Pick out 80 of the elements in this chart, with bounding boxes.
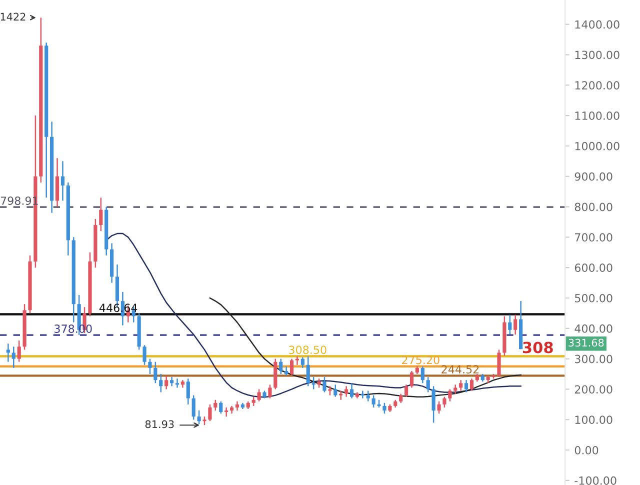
candlestick [186,378,190,406]
y-tick-label: 1400.00 [575,20,620,29]
candlestick [399,393,403,404]
candlestick [197,410,201,425]
candlestick [148,358,152,375]
y-tick-label: 1200.00 [575,81,620,90]
candlestick [284,366,288,376]
y-tick-label: 500.00 [575,294,612,302]
y-tick-label: 1300.00 [575,50,620,60]
candlestick [410,370,414,388]
candlestick [6,342,10,362]
y-tick-label: 900.00 [574,172,612,181]
candlestick [317,378,321,388]
candlestick [366,390,370,402]
candlestick [437,400,441,414]
candlestick [497,349,501,378]
ref-line-label: 275.20 [402,356,440,364]
candlestick [404,384,408,398]
candlestick [344,386,348,398]
annotation: 81.93 [145,420,174,428]
candlestick [154,361,158,384]
ref-line-label: 308.50 [289,346,326,354]
candlestick [339,390,343,400]
candlestick [464,379,468,393]
candlestick [426,376,430,393]
y-tick-label: 600.00 [574,264,612,272]
y-tick-label: 700.00 [575,233,612,242]
candlestick [514,314,518,336]
candlestick [142,344,146,366]
candlestick [442,396,446,408]
candlestick [300,356,304,369]
ref-line-label: 244.52 [442,365,479,374]
text: 331.68 [568,338,604,347]
y-tick-label: 1100.00 [575,112,620,120]
candlestick [420,366,424,384]
y-tick-label: 100.00 [575,416,612,424]
y-tick-label: 400.00 [574,324,612,333]
candlestick [12,346,16,369]
candlestick [508,314,512,336]
candlestick [295,356,300,366]
candlestick [219,400,223,414]
candlestick [208,404,212,422]
candlestick [252,396,256,407]
y-tick-label: 0.00 [574,446,598,454]
candlestick [279,358,283,375]
annotation: 1422 [0,12,26,21]
candlestick [328,386,332,396]
candlestick [382,402,386,414]
candlestick [60,160,65,202]
candlestick [334,384,338,398]
candlestick [470,378,474,392]
candlestick [290,358,294,376]
candlestick [372,394,376,408]
candlestick [454,384,458,394]
candlestick [235,400,240,412]
candlestick [17,340,21,362]
candlestick [306,356,310,387]
candlestick [159,373,163,393]
candlestick [257,388,261,402]
y-tick-label: -100.00 [574,476,616,485]
candlestick [214,399,218,412]
candlestick [192,394,196,420]
candlestick [350,382,354,399]
candlestick [322,376,326,393]
candlestick [448,388,452,402]
candlestick [99,197,103,232]
y-tick-label: 200.00 [574,385,612,394]
candlestick [175,378,180,388]
candlestick [268,384,272,399]
annotation: 308 [522,342,553,354]
y-tick-label: 1000.00 [575,142,620,150]
candlestick [164,374,168,390]
y-tick-label: 800.00 [574,202,612,212]
candlestick [312,376,316,390]
candlestick [224,406,228,418]
candlestick [432,386,436,424]
candlestick [459,379,463,392]
candlestick [360,390,364,399]
y-tick-label: 300.00 [574,354,612,364]
candlestick [170,376,174,387]
